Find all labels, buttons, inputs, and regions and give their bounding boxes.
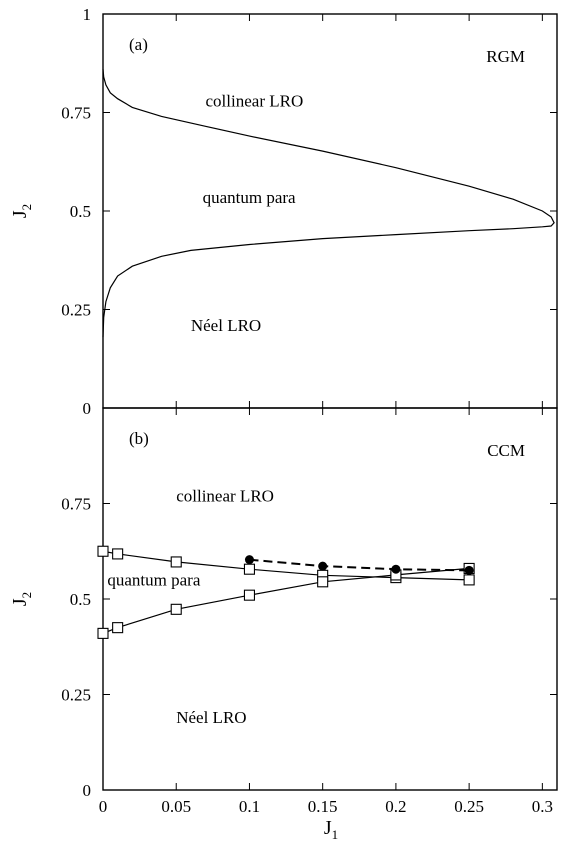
y-axis-title: J2 — [9, 204, 34, 218]
y-axis-title: J2 — [9, 592, 34, 606]
plot-frame — [102, 407, 558, 791]
panel-label: (a) — [129, 35, 148, 54]
x-tick-label: 0.15 — [308, 797, 338, 816]
data-point-circle — [391, 564, 401, 574]
method-label: RGM — [486, 47, 525, 66]
panel-label: (b) — [129, 429, 149, 448]
panel-a: 0 0.25 0.5 0.75 1 J2 (a) RGM collinear LRO quantu… — [9, 5, 558, 418]
data-point-square — [112, 622, 124, 634]
y-axis-subscript: 2 — [19, 204, 34, 211]
data-point-square — [170, 556, 182, 568]
plot-frame — [102, 13, 558, 409]
data-point-square — [317, 576, 329, 588]
y-tick-label: 0.25 — [61, 301, 91, 320]
data-point-square — [170, 603, 182, 615]
y-tick-label: 0 — [83, 781, 92, 800]
panel-b: 0 0.25 0.5 0.75 0 0.05 0.1 0.15 0.2 0.25 0.3 J2 J1 (b… — [9, 407, 558, 842]
x-tick-label: 0.05 — [161, 797, 191, 816]
region-label: collinear LRO — [206, 92, 304, 111]
data-point-square — [243, 563, 256, 575]
data-point-square — [243, 589, 256, 601]
x-tick-label: 0.2 — [385, 797, 406, 816]
series-line-0 — [102, 69, 555, 338]
y-tick-label: 0 — [83, 399, 92, 418]
y-tick-label: 0.25 — [61, 686, 91, 705]
x-tick-label: 0.25 — [454, 797, 484, 816]
y-tick-label: 0.5 — [70, 202, 91, 221]
x-tick-label: 0 — [99, 797, 108, 816]
data-point-square — [463, 574, 475, 586]
y-tick-label: 0.5 — [70, 590, 91, 609]
y-tick-label: 0.75 — [61, 104, 91, 123]
data-point-circle — [464, 565, 474, 575]
data-point-square — [112, 548, 124, 560]
region-label: Néel LRO — [176, 708, 246, 727]
x-axis-subscript: 1 — [332, 827, 339, 842]
method-label: CCM — [487, 441, 525, 460]
x-tick-label: 0.3 — [532, 797, 553, 816]
x-axis-title: J1 — [324, 817, 338, 842]
region-label: collinear LRO — [176, 487, 274, 506]
y-tick-label: 1 — [83, 5, 92, 24]
data-point-square — [97, 545, 109, 557]
region-label: Néel LRO — [191, 316, 261, 335]
region-label: quantum para — [107, 571, 200, 590]
y-tick-label: 0.75 — [61, 495, 91, 514]
x-tick-label: 0.1 — [239, 797, 260, 816]
y-axis-subscript: 2 — [19, 592, 34, 599]
series-line-2 — [249, 558, 470, 572]
data-point-circle — [318, 561, 328, 571]
data-point-circle — [244, 555, 254, 565]
region-label: quantum para — [203, 188, 296, 207]
data-point-square — [97, 627, 109, 639]
